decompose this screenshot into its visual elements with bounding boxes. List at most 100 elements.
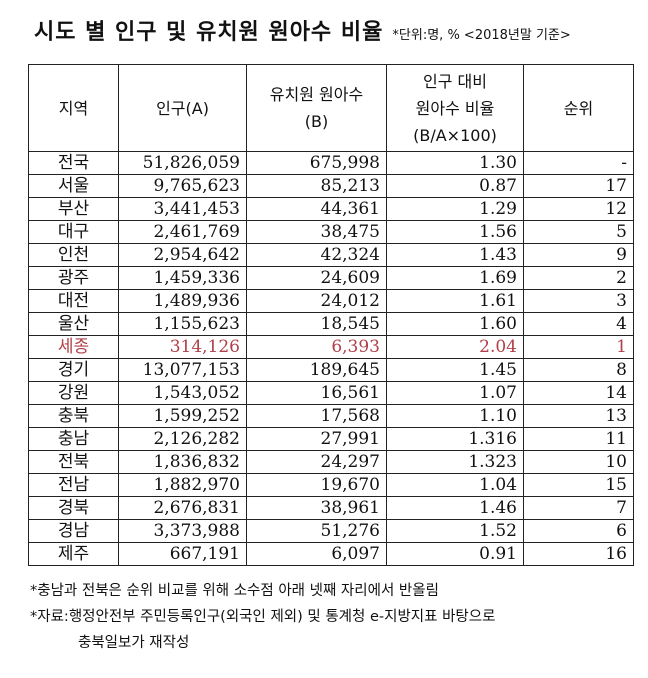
cell-kindergarten-count: 675,998	[246, 151, 387, 175]
header-kindergarten-count: 유치원 원아수 (B)	[246, 64, 387, 152]
header-line: 원아수 비율	[415, 98, 495, 118]
table-row: 전북 1,836,832 24,297 1.323 10	[28, 450, 634, 474]
footnote-source-cont: 충북일보가 재작성	[78, 635, 190, 651]
cell-population: 1,459,336	[118, 266, 247, 290]
cell-ratio: 1.56	[386, 220, 524, 244]
cell-rank: 16	[523, 542, 634, 566]
table-row: 경남 3,373,988 51,276 1.52 6	[28, 519, 634, 543]
cell-kindergarten-count: 17,568	[246, 404, 387, 428]
cell-kindergarten-count: 24,609	[246, 266, 387, 290]
cell-region: 울산	[28, 312, 119, 336]
cell-region: 인천	[28, 243, 119, 267]
cell-region: 전국	[28, 151, 119, 175]
cell-population: 3,441,453	[118, 197, 247, 221]
cell-region: 제주	[28, 542, 119, 566]
cell-ratio: 1.43	[386, 243, 524, 267]
cell-kindergarten-count: 42,324	[246, 243, 387, 267]
cell-rank: 13	[523, 404, 634, 428]
cell-region: 전북	[28, 450, 119, 474]
cell-kindergarten-count: 16,561	[246, 381, 387, 405]
table-title: 시도 별 인구 및 유치원 원아수 비율	[34, 20, 384, 45]
cell-population: 13,077,153	[118, 358, 247, 382]
cell-rank: 5	[523, 220, 634, 244]
cell-ratio: 1.52	[386, 519, 524, 543]
cell-ratio: 1.69	[386, 266, 524, 290]
cell-population: 1,543,052	[118, 381, 247, 405]
table-row: 전남 1,882,970 19,670 1.04 15	[28, 473, 634, 497]
cell-population: 2,676,831	[118, 496, 247, 520]
cell-kindergarten-count: 6,393	[246, 335, 387, 359]
header-line: 지역	[58, 98, 89, 118]
cell-kindergarten-count: 38,475	[246, 220, 387, 244]
cell-region: 충남	[28, 427, 119, 451]
cell-ratio: 1.46	[386, 496, 524, 520]
header-line: 인구 대비	[423, 71, 487, 91]
title-block: 시도 별 인구 및 유치원 원아수 비율 *단위:명, % <2018년말 기준…	[34, 14, 571, 46]
cell-region: 경기	[28, 358, 119, 382]
table-row: 강원 1,543,052 16,561 1.07 14	[28, 381, 634, 405]
header-line: (B)	[304, 112, 329, 131]
cell-rank: 4	[523, 312, 634, 336]
cell-region: 충북	[28, 404, 119, 428]
cell-region: 전남	[28, 473, 119, 497]
cell-rank: 7	[523, 496, 634, 520]
cell-region: 서울	[28, 174, 119, 198]
cell-kindergarten-count: 27,991	[246, 427, 387, 451]
table-row: 경북 2,676,831 38,961 1.46 7	[28, 496, 634, 520]
cell-population: 314,126	[118, 335, 247, 359]
table-row: 충북 1,599,252 17,568 1.10 13	[28, 404, 634, 428]
table-row: 울산 1,155,623 18,545 1.60 4	[28, 312, 634, 336]
cell-rank: 11	[523, 427, 634, 451]
cell-region: 부산	[28, 197, 119, 221]
header-region: 지역	[28, 64, 119, 152]
table-row: 서울 9,765,623 85,213 0.87 17	[28, 174, 634, 198]
cell-ratio: 1.30	[386, 151, 524, 175]
cell-population: 1,882,970	[118, 473, 247, 497]
cell-region: 대구	[28, 220, 119, 244]
cell-ratio: 0.91	[386, 542, 524, 566]
footnote-source: *자료:행정안전부 주민등록인구(외국인 제외) 및 통계청 e-지방지표 바탕…	[30, 609, 496, 625]
cell-rank: 15	[523, 473, 634, 497]
header-line: (B/A×100)	[413, 125, 497, 145]
cell-region: 세종	[28, 335, 119, 359]
cell-population: 1,836,832	[118, 450, 247, 474]
cell-rank: 3	[523, 289, 634, 313]
cell-ratio: 1.07	[386, 381, 524, 405]
cell-ratio: 1.323	[386, 450, 524, 474]
cell-population: 3,373,988	[118, 519, 247, 543]
cell-rank: 1	[523, 335, 634, 359]
cell-kindergarten-count: 85,213	[246, 174, 387, 198]
table-row: 전국 51,826,059 675,998 1.30-	[28, 151, 634, 175]
cell-region: 강원	[28, 381, 119, 405]
header-line: 순위	[563, 98, 594, 118]
cell-rank: 14	[523, 381, 634, 405]
cell-rank: 9	[523, 243, 634, 267]
cell-population: 2,126,282	[118, 427, 247, 451]
cell-population: 51,826,059	[118, 151, 247, 175]
cell-rank: 17	[523, 174, 634, 198]
cell-region: 대전	[28, 289, 119, 313]
cell-rank: 6	[523, 519, 634, 543]
footnotes: *충남과 전북은 순위 비교를 위해 소수점 아래 넷째 자리에서 반올림 *자…	[30, 578, 495, 656]
header-line: 유치원 원아수	[269, 85, 364, 104]
cell-ratio: 1.45	[386, 358, 524, 382]
cell-ratio: 1.10	[386, 404, 524, 428]
cell-ratio: 1.29	[386, 197, 524, 221]
cell-population: 1,489,936	[118, 289, 247, 313]
cell-population: 9,765,623	[118, 174, 247, 198]
cell-kindergarten-count: 38,961	[246, 496, 387, 520]
unit-note: *단위:명, % <2018년말 기준>	[392, 28, 571, 43]
cell-kindergarten-count: 19,670	[246, 473, 387, 497]
cell-region: 광주	[28, 266, 119, 290]
cell-rank: 2	[523, 266, 634, 290]
cell-rank: 8	[523, 358, 634, 382]
cell-kindergarten-count: 24,012	[246, 289, 387, 313]
cell-kindergarten-count: 51,276	[246, 519, 387, 543]
header-population: 인구(A)	[118, 64, 247, 152]
cell-rank: -	[523, 151, 634, 175]
cell-kindergarten-count: 24,297	[246, 450, 387, 474]
cell-ratio: 1.04	[386, 473, 524, 497]
